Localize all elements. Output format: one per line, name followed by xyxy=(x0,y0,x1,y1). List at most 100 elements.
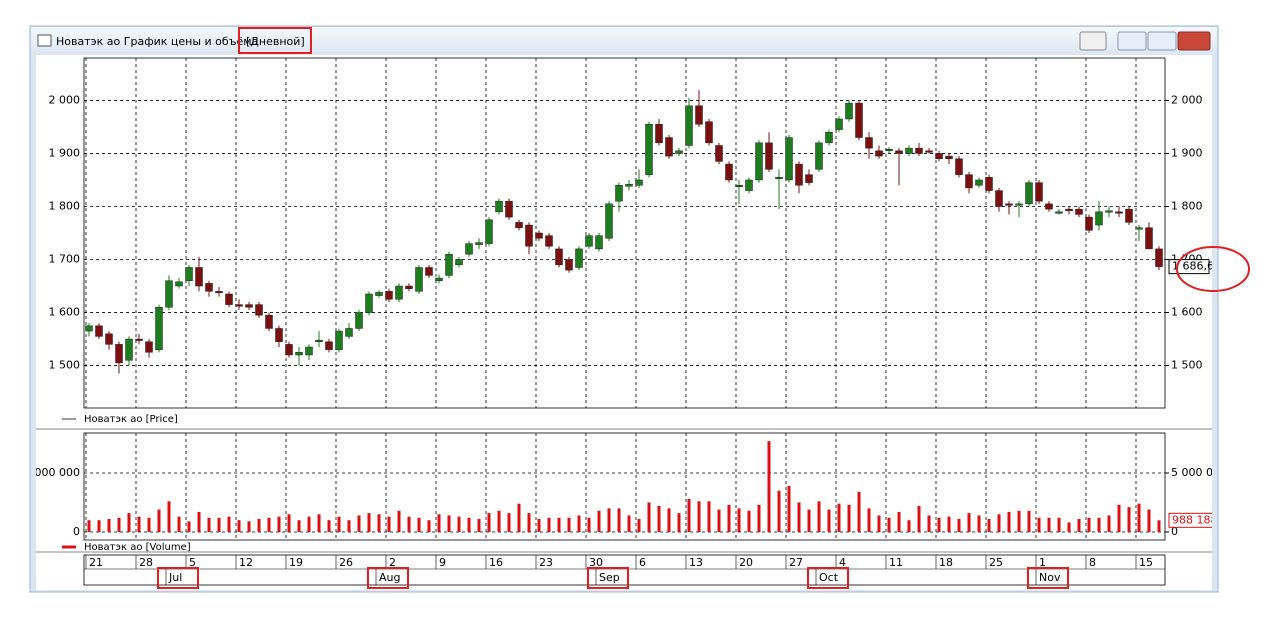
volume-bar xyxy=(957,519,961,532)
volume-bar xyxy=(1057,517,1061,532)
volume-bar xyxy=(937,517,941,532)
volume-bar xyxy=(1037,517,1041,532)
candle-body xyxy=(325,341,333,350)
volume-bar xyxy=(207,517,211,532)
candle-body xyxy=(285,344,293,356)
volume-bar xyxy=(1137,503,1141,532)
volume-bar xyxy=(1127,507,1131,532)
y-tick-label: 2 000 xyxy=(49,93,81,106)
candle-body xyxy=(1045,203,1053,210)
candle-body xyxy=(225,293,233,305)
x-tick-label: 28 xyxy=(139,556,153,569)
y-tick-label: 5 000 000 xyxy=(1171,466,1227,479)
x-tick-label: 6 xyxy=(639,556,646,569)
y-tick-label: 0 xyxy=(1171,525,1178,538)
candle-body xyxy=(575,248,583,268)
minimize-button[interactable] xyxy=(1117,31,1147,51)
maximize-button[interactable] xyxy=(1147,31,1177,51)
candle-body xyxy=(135,338,143,341)
volume-bar xyxy=(477,519,481,532)
candle-body xyxy=(1085,216,1093,231)
volume-bar xyxy=(197,511,201,532)
candle-body xyxy=(415,267,423,292)
candle-body xyxy=(965,174,973,189)
x-tick-label: 27 xyxy=(789,556,803,569)
window-title: Новатэк ао График цены и объёма - xyxy=(56,35,266,48)
candle-body xyxy=(495,200,503,213)
candle-body xyxy=(1105,210,1113,213)
volume-bar xyxy=(307,516,311,532)
candle-body xyxy=(645,124,653,175)
candle-body xyxy=(695,105,703,125)
volume-bar xyxy=(617,508,621,532)
x-tick-label: 13 xyxy=(689,556,703,569)
volume-bar xyxy=(377,514,381,532)
x-tick-label: 21 xyxy=(89,556,103,569)
volume-bar xyxy=(847,504,851,532)
volume-bar xyxy=(107,519,111,532)
volume-bar xyxy=(977,515,981,532)
candle-body xyxy=(1135,227,1143,230)
volume-bar xyxy=(1067,522,1071,532)
candle-body xyxy=(755,142,763,181)
highlight-box xyxy=(157,567,199,589)
window-period: [Дневной] xyxy=(246,35,305,48)
volume-bar xyxy=(357,515,361,532)
candle-body xyxy=(1125,208,1133,223)
candle-body xyxy=(835,118,843,130)
candle-body xyxy=(175,281,183,287)
volume-bar xyxy=(737,508,741,532)
volume-bar xyxy=(807,509,811,532)
highlight-box xyxy=(587,567,629,589)
candle-body xyxy=(915,147,923,154)
last-volume-label: 988 188 xyxy=(1172,513,1218,526)
candle-body xyxy=(605,203,613,239)
volume-bar xyxy=(517,503,521,532)
plot-area xyxy=(83,57,1166,409)
volume-bar xyxy=(1077,519,1081,532)
candle-body xyxy=(635,179,643,186)
candle-body xyxy=(445,253,453,276)
x-tick-label: 15 xyxy=(1139,556,1153,569)
month-label: Aug xyxy=(379,571,400,584)
volume-bar xyxy=(827,509,831,532)
legend-label: Новатэк ао [Volume] xyxy=(84,542,191,553)
volume-bar xyxy=(787,485,791,532)
volume-bar xyxy=(347,520,351,532)
candle-body xyxy=(155,306,163,350)
volume-bar xyxy=(527,513,531,532)
candle-body xyxy=(775,177,783,180)
x-tick-label: 26 xyxy=(339,556,353,569)
highlight-box xyxy=(1027,567,1069,589)
last-price-label: 1 686,6 xyxy=(1172,260,1214,273)
y-tick-label: 1 500 xyxy=(49,359,81,372)
volume-bar xyxy=(567,517,571,532)
candle-body xyxy=(855,102,863,138)
candle-body xyxy=(715,145,723,162)
window-icon xyxy=(37,34,52,47)
volume-bar xyxy=(1107,515,1111,532)
volume-bar xyxy=(167,501,171,532)
volume-bar xyxy=(1017,510,1021,532)
volume-bar xyxy=(1147,509,1151,532)
volume-bar xyxy=(187,521,191,532)
volume-bar xyxy=(767,441,771,532)
candle-body xyxy=(555,248,563,266)
candle-body xyxy=(255,304,263,316)
close-button[interactable] xyxy=(1177,31,1211,51)
date-axis xyxy=(83,554,1166,586)
y-tick-label: 1 900 xyxy=(1171,146,1203,159)
candle-body xyxy=(275,328,283,342)
candle-body xyxy=(765,142,773,170)
candle-body xyxy=(505,200,513,218)
y-tick-label: 1 600 xyxy=(1171,306,1203,319)
volume-bar xyxy=(1157,520,1161,532)
volume-bar xyxy=(627,515,631,532)
client-area xyxy=(36,55,1212,590)
volume-bar xyxy=(287,514,291,532)
pin-button[interactable] xyxy=(1079,31,1107,51)
volume-bar xyxy=(317,514,321,532)
highlight-box xyxy=(367,567,409,589)
